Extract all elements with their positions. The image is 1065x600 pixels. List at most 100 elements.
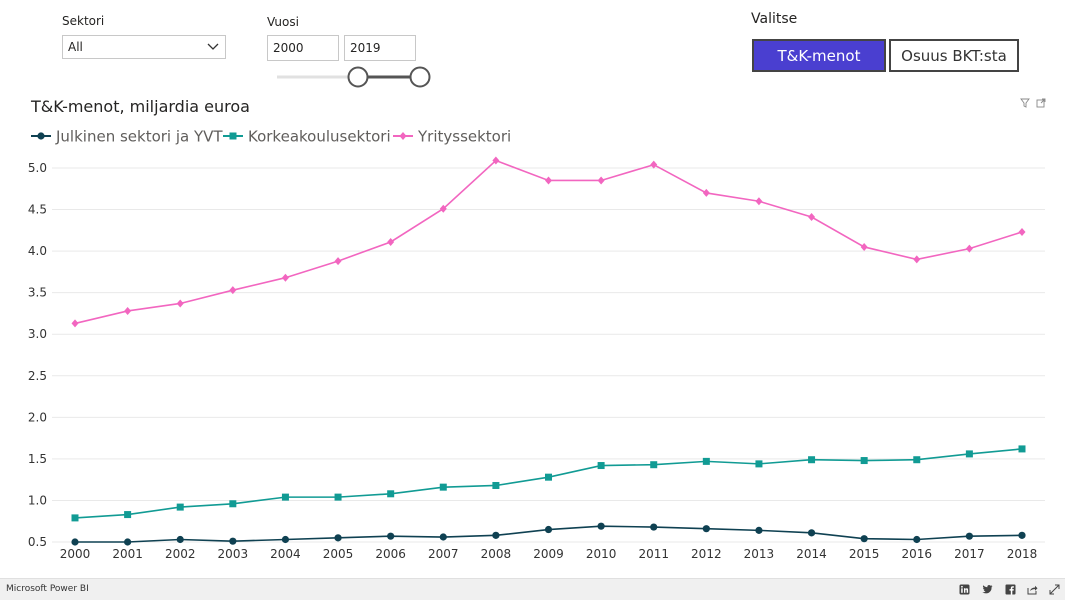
chevron-down-icon — [207, 43, 219, 50]
data-point — [439, 483, 447, 491]
data-point — [281, 535, 290, 544]
data-point — [492, 481, 500, 489]
data-point — [492, 156, 500, 165]
data-point — [387, 490, 395, 498]
data-point — [913, 255, 921, 264]
data-point — [807, 529, 816, 537]
y-tick-label: 4.0 — [28, 244, 47, 258]
slider-handle-start[interactable] — [347, 66, 369, 88]
share-icon[interactable] — [1027, 584, 1038, 595]
line-chart: Julkinen sektori ja YVT Korkeakoulusektor… — [28, 128, 1045, 561]
data-point — [176, 299, 184, 308]
x-tick-label: 2016 — [902, 547, 933, 561]
linkedin-icon[interactable] — [959, 584, 970, 595]
osuus-bkt-button[interactable]: Osuus BKT:sta — [889, 39, 1019, 72]
data-point — [124, 306, 132, 315]
selector-label: Valitse — [751, 11, 798, 27]
data-point — [597, 522, 605, 530]
y-axis: 0.5 1.0 1.5 2.0 2.5 3.0 3.5 4.0 4.5 5.0 — [28, 161, 47, 549]
data-point — [176, 535, 184, 544]
chart-series — [71, 156, 1026, 546]
series-1 — [71, 445, 1026, 522]
twitter-icon[interactable] — [982, 584, 993, 595]
slider-handle-end[interactable] — [409, 66, 431, 88]
chart-gridlines — [52, 167, 1045, 543]
data-point — [650, 461, 658, 469]
data-point — [860, 457, 868, 465]
legend-label: Yrityssektori — [417, 128, 511, 146]
data-point — [965, 244, 973, 253]
year-to-input[interactable]: 2019 — [344, 35, 416, 61]
data-point — [229, 286, 237, 295]
y-tick-label: 3.5 — [28, 286, 47, 300]
legend-marker — [37, 132, 45, 140]
data-point — [387, 532, 395, 540]
data-point — [229, 500, 237, 508]
x-tick-label: 2017 — [954, 547, 985, 561]
series-2 — [71, 156, 1026, 328]
data-point — [492, 531, 500, 539]
year-range-slider[interactable] — [277, 66, 433, 88]
data-point — [439, 533, 447, 541]
year-from-input[interactable]: 2000 — [267, 35, 339, 61]
year-label: Vuosi — [267, 15, 299, 29]
x-tick-label: 2004 — [270, 547, 301, 561]
legend-item[interactable]: Korkeakoulusektori — [223, 128, 391, 146]
data-point — [124, 538, 132, 546]
y-tick-label: 1.0 — [28, 493, 47, 507]
data-point — [755, 197, 763, 206]
y-tick-label: 3.0 — [28, 327, 47, 341]
data-point — [597, 176, 605, 185]
data-point — [545, 176, 552, 185]
powerbi-brand-link[interactable]: Microsoft Power BI — [6, 584, 89, 594]
x-tick-label: 2003 — [218, 547, 249, 561]
x-tick-label: 2011 — [638, 547, 669, 561]
fullscreen-icon[interactable] — [1049, 584, 1060, 595]
tk-menot-button[interactable]: T&K-menot — [752, 39, 886, 72]
data-point — [176, 503, 184, 511]
facebook-icon[interactable] — [1005, 584, 1016, 595]
series-0 — [71, 522, 1026, 546]
year-to-value: 2019 — [350, 41, 381, 55]
data-point — [965, 450, 973, 458]
x-tick-label: 2018 — [1007, 547, 1038, 561]
x-tick-label: 2006 — [375, 547, 406, 561]
data-point — [71, 538, 79, 546]
x-tick-label: 2013 — [744, 547, 775, 561]
data-point — [334, 493, 342, 501]
footer-bar: Microsoft Power BI — [0, 578, 1065, 600]
legend-item[interactable]: Yrityssektori — [393, 128, 511, 146]
legend-label: Julkinen sektori ja YVT — [55, 128, 223, 146]
filter-icon[interactable] — [1020, 98, 1030, 108]
chart-legend: Julkinen sektori ja YVT Korkeakoulusektor… — [31, 128, 511, 146]
data-point — [860, 535, 868, 543]
x-tick-label: 2010 — [586, 547, 617, 561]
x-tick-label: 2001 — [112, 547, 143, 561]
data-point — [860, 242, 868, 251]
data-point — [281, 493, 289, 501]
data-point — [755, 526, 763, 534]
legend-item[interactable]: Julkinen sektori ja YVT — [31, 128, 223, 146]
data-point — [1018, 227, 1026, 236]
x-tick-label: 2007 — [428, 547, 459, 561]
x-tick-label: 2005 — [323, 547, 354, 561]
data-point — [808, 456, 816, 464]
data-point — [229, 537, 237, 545]
data-point — [597, 462, 605, 470]
legend-label: Korkeakoulusektori — [248, 128, 391, 146]
data-point — [545, 473, 552, 481]
x-tick-label: 2012 — [691, 547, 722, 561]
chart-title: T&K-menot, miljardia euroa — [31, 97, 250, 116]
focus-mode-icon[interactable] — [1036, 98, 1046, 108]
data-point — [1018, 531, 1026, 539]
data-point — [913, 456, 921, 464]
data-point — [71, 319, 79, 328]
data-point — [755, 460, 763, 468]
data-point — [965, 532, 973, 540]
y-tick-label: 5.0 — [28, 161, 47, 175]
data-point — [808, 213, 816, 222]
sector-dropdown[interactable]: All — [62, 35, 226, 59]
data-point — [124, 511, 132, 519]
data-point — [334, 534, 342, 542]
data-point — [702, 525, 710, 533]
